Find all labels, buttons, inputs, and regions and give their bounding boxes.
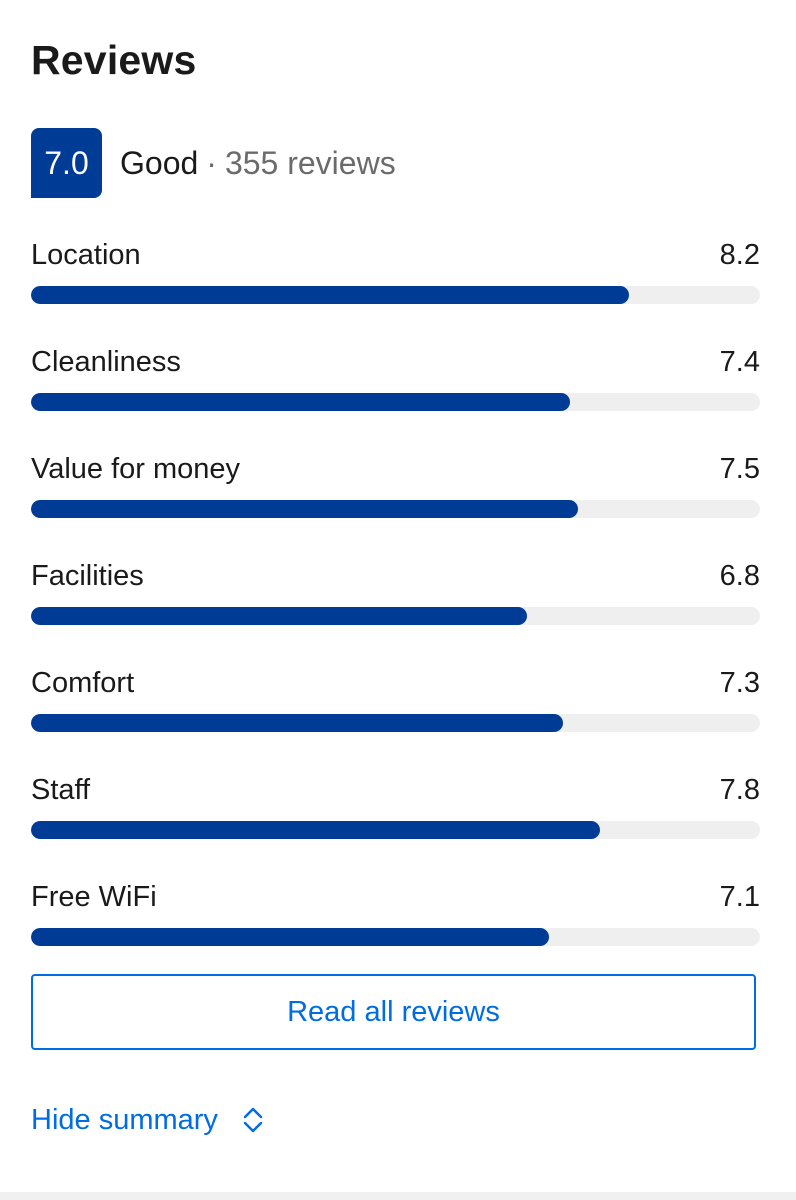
- section-divider: [0, 1192, 796, 1200]
- score-bar-fill: [31, 928, 549, 946]
- category-score: 7.8: [719, 774, 760, 806]
- category-score: 6.8: [719, 560, 760, 592]
- category-label: Facilities: [31, 560, 144, 592]
- category-label: Free WiFi: [31, 881, 157, 913]
- category-label: Cleanliness: [31, 346, 181, 378]
- read-all-reviews-button[interactable]: Read all reviews: [31, 974, 756, 1050]
- category-score: 8.2: [719, 239, 760, 271]
- category-label: Comfort: [31, 667, 135, 699]
- category-free-wifi: Free WiFi 7.1: [31, 880, 760, 960]
- score-bar-fill: [31, 714, 564, 732]
- score-badge: 7.0: [31, 128, 102, 198]
- category-location: Location 8.2: [31, 238, 760, 318]
- category-score: 7.1: [719, 881, 760, 913]
- score-bar-track: [31, 286, 760, 304]
- category-cleanliness: Cleanliness 7.4: [31, 345, 760, 425]
- overall-score-row: 7.0 Good · 355 reviews: [31, 128, 396, 198]
- category-facilities: Facilities 6.8: [31, 559, 760, 639]
- category-staff: Staff 7.8: [31, 773, 760, 853]
- score-bar-track: [31, 821, 760, 839]
- score-bar-track: [31, 607, 760, 625]
- category-label: Location: [31, 239, 141, 271]
- hide-summary-link[interactable]: Hide summary: [31, 1098, 264, 1142]
- score-word: Good: [120, 145, 199, 181]
- category-score: 7.4: [719, 346, 760, 378]
- score-summary: Good · 355 reviews: [120, 143, 396, 183]
- score-bar-fill: [31, 821, 600, 839]
- hide-summary-label: Hide summary: [31, 1103, 218, 1136]
- score-bar-track: [31, 500, 760, 518]
- reviews-title: Reviews: [31, 37, 197, 83]
- score-bar-fill: [31, 607, 527, 625]
- score-bar-fill: [31, 286, 629, 304]
- review-count: 355 reviews: [224, 145, 396, 181]
- category-comfort: Comfort 7.3: [31, 666, 760, 746]
- score-bar-fill: [31, 500, 578, 518]
- category-label: Value for money: [31, 453, 241, 485]
- score-bar-track: [31, 714, 760, 732]
- category-value-for-money: Value for money 7.5: [31, 452, 760, 532]
- score-bar-track: [31, 928, 760, 946]
- score-separator: ·: [206, 145, 217, 181]
- category-score: 7.3: [719, 667, 760, 699]
- chevron-up-down-icon: [243, 1107, 263, 1133]
- category-label: Staff: [31, 774, 91, 806]
- category-score: 7.5: [719, 453, 760, 485]
- score-bar-fill: [31, 393, 571, 411]
- score-bar-track: [31, 393, 760, 411]
